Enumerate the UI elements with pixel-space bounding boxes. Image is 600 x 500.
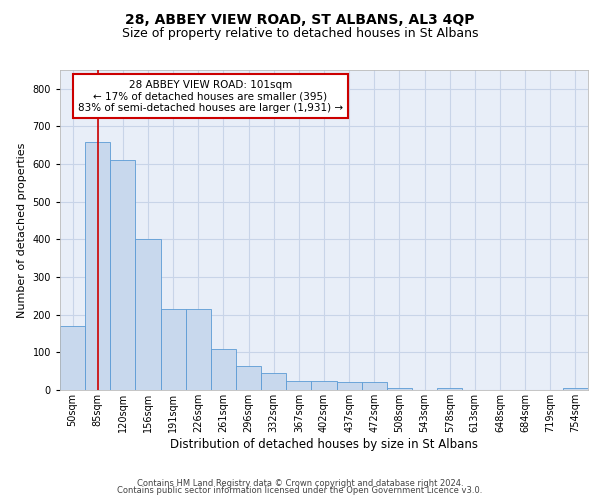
Bar: [60, 326, 85, 390]
Bar: [286, 380, 311, 390]
Bar: [211, 348, 236, 390]
Bar: [161, 309, 186, 390]
Text: Size of property relative to detached houses in St Albans: Size of property relative to detached ho…: [122, 28, 478, 40]
Text: Contains HM Land Registry data © Crown copyright and database right 2024.: Contains HM Land Registry data © Crown c…: [137, 478, 463, 488]
Bar: [437, 388, 462, 390]
Bar: [311, 380, 337, 390]
Bar: [136, 240, 161, 390]
Text: 28 ABBEY VIEW ROAD: 101sqm
← 17% of detached houses are smaller (395)
83% of sem: 28 ABBEY VIEW ROAD: 101sqm ← 17% of deta…: [78, 80, 343, 113]
Bar: [110, 160, 136, 390]
Bar: [362, 382, 387, 390]
Y-axis label: Number of detached properties: Number of detached properties: [17, 142, 27, 318]
X-axis label: Distribution of detached houses by size in St Albans: Distribution of detached houses by size …: [170, 438, 478, 450]
Bar: [261, 373, 286, 390]
Bar: [563, 388, 588, 390]
Bar: [85, 142, 110, 390]
Bar: [186, 309, 211, 390]
Bar: [236, 366, 261, 390]
Bar: [337, 382, 362, 390]
Bar: [387, 388, 412, 390]
Text: Contains public sector information licensed under the Open Government Licence v3: Contains public sector information licen…: [118, 486, 482, 495]
Text: 28, ABBEY VIEW ROAD, ST ALBANS, AL3 4QP: 28, ABBEY VIEW ROAD, ST ALBANS, AL3 4QP: [125, 12, 475, 26]
